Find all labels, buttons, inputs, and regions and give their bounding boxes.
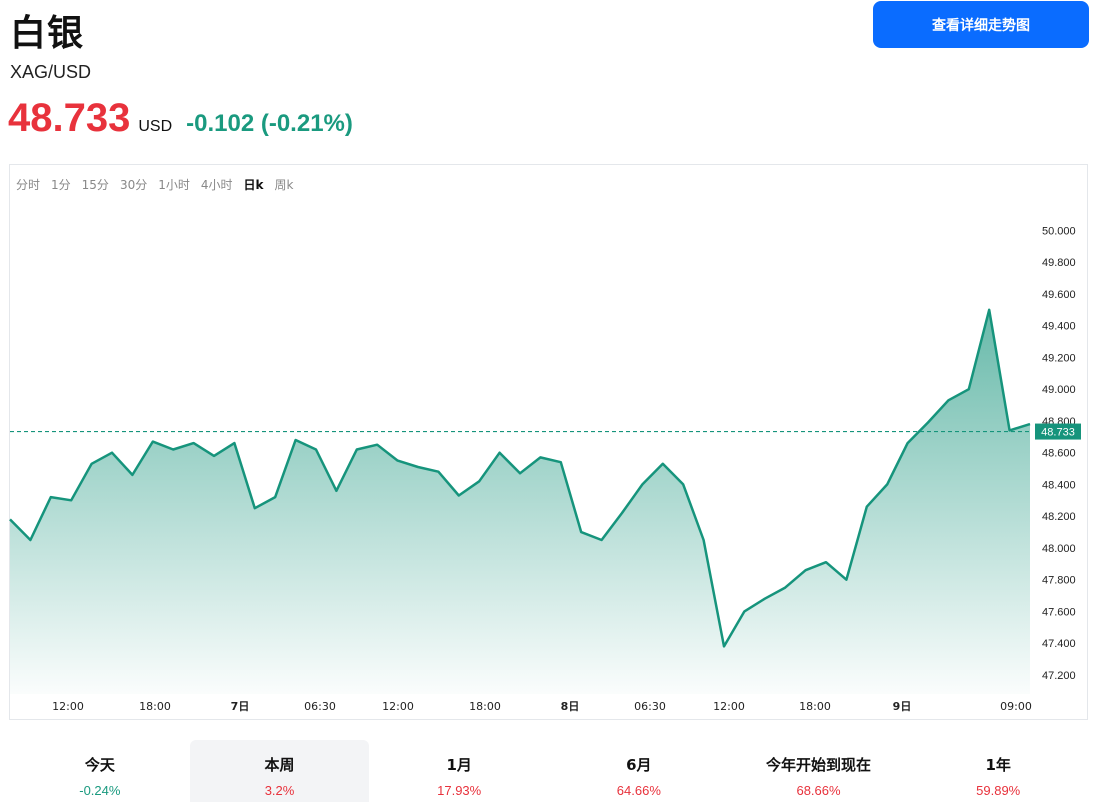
x-tick-label: 12:00 <box>52 700 84 713</box>
tab-timeframe[interactable]: 分时 <box>16 178 41 192</box>
x-tick-label: 06:30 <box>634 700 666 713</box>
y-tick-label: 49.800 <box>1042 257 1076 269</box>
x-tick-label: 12:00 <box>382 700 414 713</box>
y-tick-label: 49.200 <box>1042 352 1076 364</box>
perf-cell-6m[interactable]: 6月 64.66% <box>549 740 729 802</box>
tab-timeframe[interactable]: 1小时 <box>158 178 190 192</box>
tab-timeframe[interactable]: 15分 <box>81 178 109 192</box>
y-tick-label: 48.000 <box>1042 543 1076 555</box>
y-tick-label: 50.000 <box>1042 225 1076 237</box>
last-price-tag-text: 48.733 <box>1041 427 1075 439</box>
y-tick-label: 47.800 <box>1042 575 1076 587</box>
price-change: -0.102 (-0.21%) <box>186 110 353 137</box>
tab-timeframe[interactable]: 周k <box>274 178 294 192</box>
price-area <box>10 309 1030 694</box>
perf-label: 本周 <box>264 756 295 774</box>
currency-label: USD <box>138 118 173 135</box>
perf-cell-today[interactable]: 今天 -0.24% <box>10 740 190 802</box>
x-tick-label: 7日 <box>231 700 250 713</box>
perf-cell-1y[interactable]: 1年 59.89% <box>908 740 1088 802</box>
x-tick-label: 8日 <box>561 700 580 713</box>
view-detail-chart-button[interactable]: 查看详细走势图 <box>873 1 1089 48</box>
chart-panel <box>9 164 1088 720</box>
price-line <box>9 308 1031 648</box>
x-tick-label: 18:00 <box>799 700 831 713</box>
perf-label: 6月 <box>626 756 652 774</box>
y-tick-label: 49.000 <box>1042 384 1076 396</box>
last-price: 48.733 <box>8 96 131 140</box>
perf-cell-ytd[interactable]: 今年开始到现在 68.66% <box>729 740 909 802</box>
tab-timeframe[interactable]: 4小时 <box>200 178 233 192</box>
y-tick-label: 47.400 <box>1042 638 1076 650</box>
y-tick-label: 49.600 <box>1042 289 1076 301</box>
x-tick-label: 9日 <box>893 700 912 713</box>
perf-label: 今天 <box>84 756 115 774</box>
y-axis: 50.00049.80049.60049.40049.20049.00048.8… <box>1042 225 1076 682</box>
x-tick-label: 18:00 <box>469 700 501 713</box>
x-axis: 12:00 18:00 7日 06:30 12:00 18:00 8日 06:30 12:00 1… <box>52 700 1032 713</box>
perf-label: 1月 <box>446 756 472 774</box>
perf-value: 68.66% <box>796 783 841 798</box>
x-tick-label: 18:00 <box>139 700 171 713</box>
last-price-tag <box>1035 423 1081 440</box>
y-tick-label: 47.600 <box>1042 606 1076 618</box>
perf-value: -0.24% <box>79 783 121 798</box>
perf-value: 64.66% <box>616 783 661 798</box>
performance-bar: 今天 -0.24% 本周 3.2% 1月 17.93% 6月 64.66% 今年… <box>10 740 1088 802</box>
x-tick-label: 06:30 <box>304 700 336 713</box>
price-row: 48.733 USD -0.102 (-0.21%) <box>8 96 353 141</box>
tab-timeframe[interactable]: 日k <box>243 178 264 192</box>
y-tick-label: 48.400 <box>1042 479 1076 491</box>
perf-cell-1m[interactable]: 1月 17.93% <box>369 740 549 802</box>
perf-label: 1年 <box>985 756 1011 774</box>
x-tick-label: 09:00 <box>1000 700 1032 713</box>
perf-value: 59.89% <box>976 783 1021 798</box>
tab-timeframe[interactable]: 30分 <box>119 178 148 192</box>
perf-value: 3.2% <box>264 783 295 798</box>
tab-timeframe[interactable]: 1分 <box>51 178 71 192</box>
timeframe-tabs: 分时 1分 15分 30分 1小时 4小时 日k 周k <box>16 176 293 193</box>
y-tick-label: 47.200 <box>1042 670 1076 682</box>
y-tick-label: 48.200 <box>1042 511 1076 523</box>
last-price-marker: 48.733 <box>1035 423 1081 440</box>
y-tick-label: 48.600 <box>1042 448 1076 460</box>
symbol-label: XAG/USD <box>10 62 92 82</box>
x-tick-label: 12:00 <box>713 700 745 713</box>
perf-cell-week[interactable]: 本周 3.2% <box>189 740 370 802</box>
page-title: 白银 <box>10 13 85 54</box>
perf-value: 17.93% <box>437 783 482 798</box>
y-tick-label: 49.400 <box>1042 321 1076 333</box>
perf-label: 今年开始到现在 <box>766 756 872 774</box>
